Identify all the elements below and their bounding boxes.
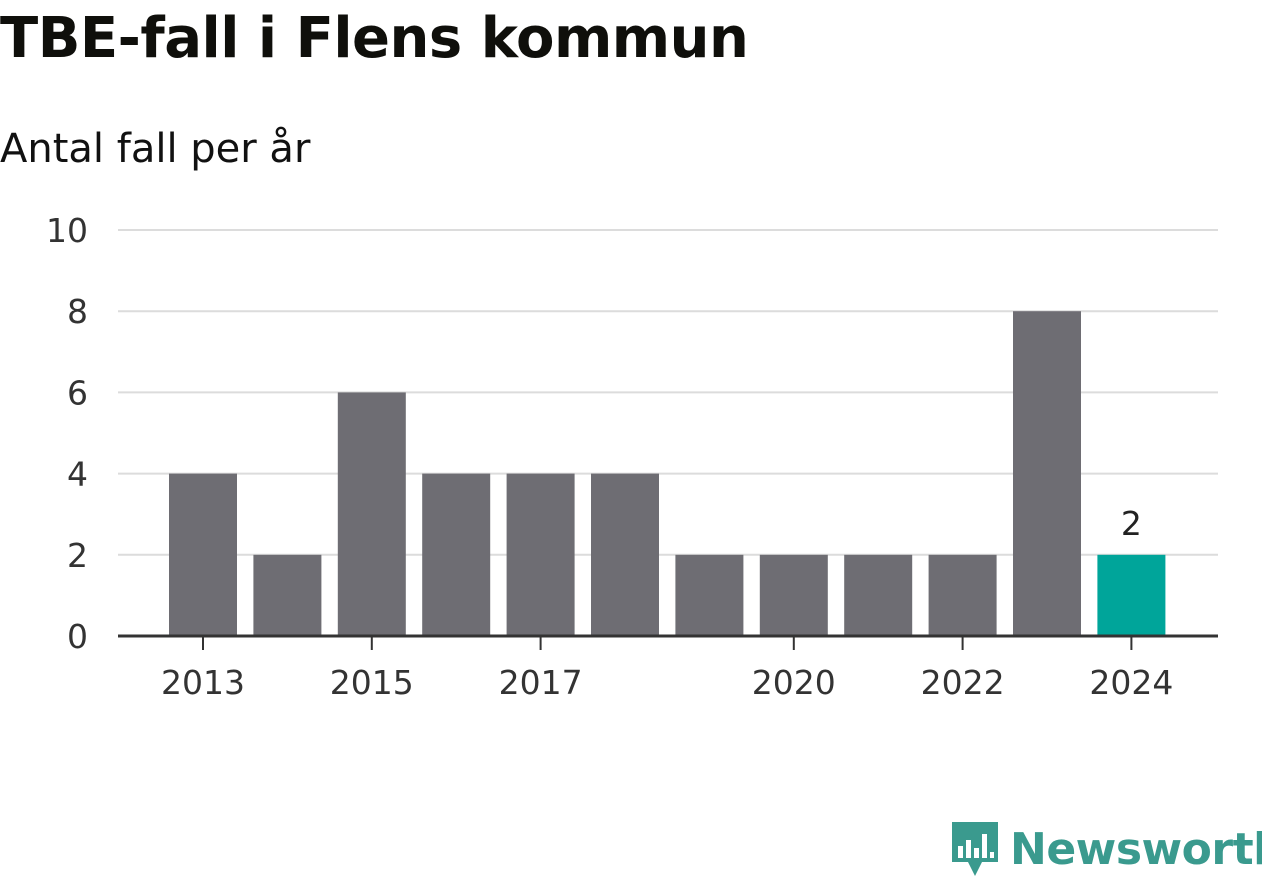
- bar-2015: [337, 392, 406, 636]
- chart-subtitle: Antal fall per år: [0, 126, 311, 172]
- bar-2016: [422, 473, 491, 636]
- bar-2017: [506, 473, 575, 636]
- y-tick-label: 10: [46, 211, 88, 250]
- y-tick-label: 0: [67, 617, 88, 656]
- bar-2013: [169, 473, 237, 636]
- data-label: 2: [1121, 504, 1142, 543]
- bar-2019: [675, 554, 744, 636]
- newsworthy-logo-icon: [952, 822, 998, 876]
- y-tick-label: 4: [67, 455, 88, 494]
- x-tick-label: 2013: [161, 663, 245, 702]
- y-tick-label: 6: [67, 373, 88, 412]
- bar-2022: [928, 554, 997, 636]
- y-tick-label: 8: [67, 292, 88, 331]
- bar-2024: [1097, 554, 1166, 636]
- bar-2023: [1013, 311, 1081, 636]
- x-tick-label: 2015: [330, 663, 414, 702]
- chart-title: TBE-fall i Flens kommun: [0, 6, 749, 71]
- x-tick-label: 2024: [1089, 663, 1173, 702]
- bar-2020: [759, 554, 828, 636]
- y-tick-label: 2: [67, 536, 88, 575]
- bar-2021: [844, 554, 913, 636]
- x-tick-label: 2020: [752, 663, 836, 702]
- x-tick-label: 2022: [921, 663, 1005, 702]
- bar-2014: [253, 554, 322, 636]
- brand-name: Newsworthy: [1010, 823, 1262, 875]
- brand-logo: Newsworthy: [950, 818, 1262, 880]
- x-tick-label: 2017: [499, 663, 583, 702]
- bar-2018: [591, 473, 659, 636]
